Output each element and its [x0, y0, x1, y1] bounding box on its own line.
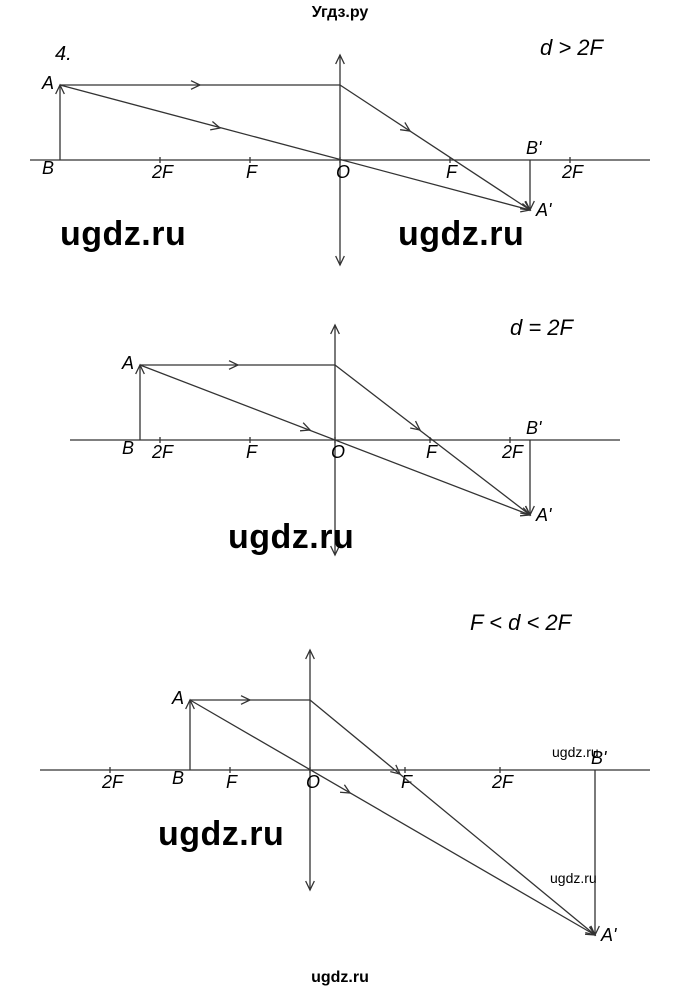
diagrams-canvas: 4. d > 2F 2F F O F 2F A B A' B' d = 2F 2F F O F 2F A B A' B'… — [0, 0, 680, 991]
svg-text:2F: 2F — [151, 442, 174, 462]
svg-text:B: B — [172, 768, 184, 788]
watermark: ugdz.ru — [158, 815, 284, 854]
svg-text:F < d < 2F: F < d < 2F — [470, 610, 573, 635]
svg-text:A: A — [171, 688, 184, 708]
svg-text:A: A — [41, 73, 54, 93]
watermark: ugdz.ru — [550, 870, 597, 886]
header-brand: Угдз.ру — [0, 4, 680, 22]
svg-text:F: F — [426, 442, 438, 462]
svg-text:2F: 2F — [501, 442, 524, 462]
svg-text:2F: 2F — [491, 772, 514, 792]
svg-text:O: O — [331, 442, 345, 462]
watermark: ugdz.ru — [552, 744, 599, 760]
svg-text:B': B' — [526, 418, 542, 438]
svg-text:F: F — [246, 162, 258, 182]
svg-text:d > 2F: d > 2F — [540, 35, 605, 60]
svg-text:A': A' — [535, 200, 552, 220]
svg-text:2F: 2F — [101, 772, 124, 792]
watermark: ugdz.ru — [228, 518, 354, 557]
footer-brand: ugdz.ru — [0, 969, 680, 987]
svg-text:O: O — [336, 162, 350, 182]
svg-text:2F: 2F — [151, 162, 174, 182]
svg-text:F: F — [446, 162, 458, 182]
watermark: ugdz.ru — [60, 215, 186, 254]
svg-text:d = 2F: d = 2F — [510, 315, 575, 340]
svg-text:F: F — [226, 772, 238, 792]
svg-text:B': B' — [526, 138, 542, 158]
svg-text:B: B — [42, 158, 54, 178]
svg-text:O: O — [306, 772, 320, 792]
watermark: ugdz.ru — [398, 215, 524, 254]
svg-text:2F: 2F — [561, 162, 584, 182]
svg-text:A': A' — [535, 505, 552, 525]
svg-text:A: A — [121, 353, 134, 373]
svg-text:A': A' — [600, 925, 617, 945]
svg-text:B: B — [122, 438, 134, 458]
lens-diagram: F < d < 2F2FFOF2FABA'B' — [40, 610, 650, 945]
svg-text:F: F — [246, 442, 258, 462]
svg-text:4.: 4. — [55, 43, 72, 65]
svg-text:F: F — [401, 772, 413, 792]
